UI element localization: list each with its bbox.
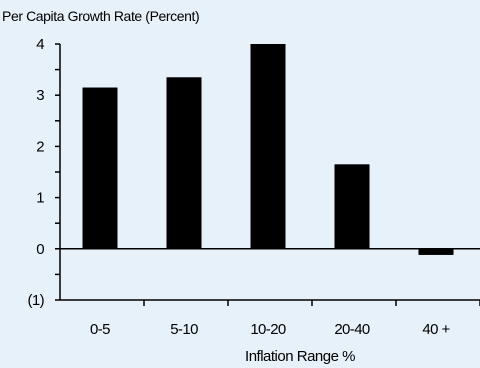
y-tick-label: 3 — [36, 87, 44, 104]
y-tick-label: (1) — [27, 292, 44, 309]
y-axis: 4 3 2 1 0 (1) — [27, 36, 61, 309]
bar — [166, 77, 202, 249]
bar — [418, 248, 454, 255]
x-tick-label: 10-20 — [250, 321, 286, 338]
x-axis-title: Inflation Range % — [245, 348, 355, 365]
y-tick-label: 2 — [36, 138, 44, 155]
y-tick-label: 4 — [36, 36, 44, 53]
bar — [250, 44, 286, 249]
bar — [82, 87, 118, 249]
x-tick-label: 5-10 — [170, 321, 198, 338]
x-tick-label: 0-5 — [90, 321, 110, 338]
x-tick-label: 20-40 — [334, 321, 370, 338]
x-tick-label: 40 + — [422, 321, 450, 338]
bar — [334, 164, 370, 249]
bars-group — [82, 44, 454, 255]
y-tick-label: 1 — [36, 190, 44, 207]
x-axis: 0-5 5-10 10-20 20-40 40 + — [55, 248, 480, 338]
y-axis-title: Per Capita Growth Rate (Percent) — [2, 8, 199, 24]
y-tick-label: 0 — [36, 241, 44, 258]
